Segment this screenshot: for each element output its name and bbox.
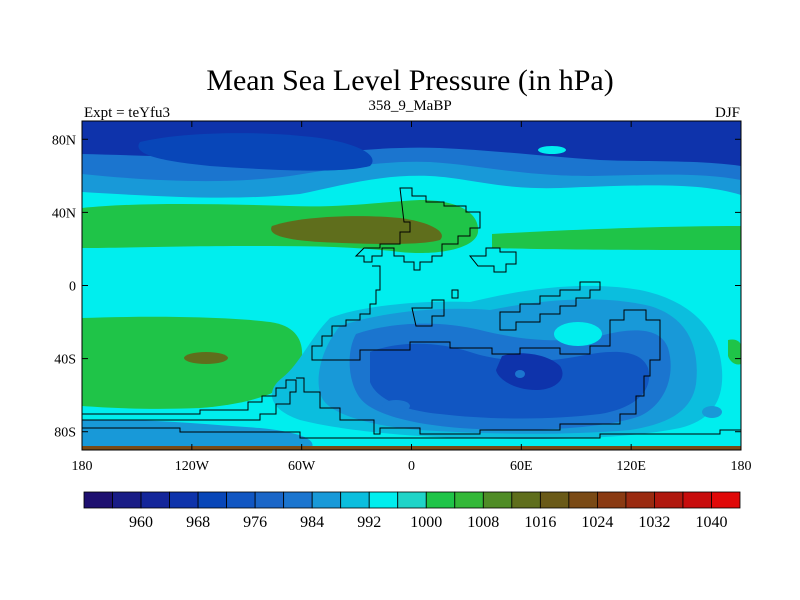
colorbar-swatch xyxy=(539,491,570,509)
colorbar-swatch xyxy=(169,491,199,509)
southern-low-eye xyxy=(515,370,525,378)
colorbar-label: 960 xyxy=(129,514,153,531)
colorbar: 960 968 976 984 992 1000 1008 1016 1024 1032 1040 xyxy=(83,491,741,531)
colorbar-label: 1016 xyxy=(524,514,556,531)
colorbar-swatch xyxy=(682,491,712,509)
east-ocean-patch xyxy=(554,322,602,346)
colorbar-label: 1008 xyxy=(467,514,499,531)
south-polar-outline xyxy=(82,427,741,439)
colorbar-swatch xyxy=(654,491,684,509)
colorbar-label: 1040 xyxy=(695,514,727,531)
colorbar-swatch xyxy=(340,491,370,509)
map-plot-area: 180 120W 60W 0 60E 120E 180 80N 40N 0 40S 80S xyxy=(52,120,752,474)
colorbar-label: 992 xyxy=(357,514,381,531)
colorbar-swatch xyxy=(197,491,228,509)
y-tick-label: 40S xyxy=(54,353,76,368)
east-blue-patch xyxy=(702,406,722,418)
colorbar-swatch xyxy=(83,491,113,509)
axis-ticks: 180 120W 60W 0 60E 120E 180 80N 40N 0 40S 80S xyxy=(52,121,752,474)
x-tick-label: 60E xyxy=(510,459,533,474)
x-tick-label: 120W xyxy=(175,459,210,474)
southern-continent-outline xyxy=(296,265,661,435)
chart-title: Mean Sea Level Pressure (in hPa) xyxy=(206,64,613,97)
season-label: DJF xyxy=(715,105,740,121)
colorbar-swatch xyxy=(311,491,342,509)
colorbar-label: 976 xyxy=(243,514,267,531)
x-tick-label: 180 xyxy=(72,459,93,474)
colorbar-label: 1000 xyxy=(410,514,442,531)
colorbar-swatch xyxy=(112,491,142,509)
pressure-field xyxy=(82,121,741,450)
x-tick-label: 0 xyxy=(408,459,415,474)
south-polar-strip xyxy=(82,419,313,450)
colorbar-swatch xyxy=(397,491,427,509)
y-tick-label: 80S xyxy=(54,426,76,441)
y-tick-label: 40N xyxy=(52,206,76,221)
northern-continent-outline xyxy=(354,187,481,271)
colorbar-swatch xyxy=(482,491,513,509)
colorbar-swatch xyxy=(226,491,256,509)
colorbar-label: 1032 xyxy=(638,514,670,531)
southern-low-deep xyxy=(496,353,563,390)
coastlines xyxy=(82,187,741,439)
colorbar-swatch xyxy=(596,491,627,509)
colorbar-label: 968 xyxy=(186,514,210,531)
colorbar-swatch xyxy=(454,491,484,509)
colorbar-swatch xyxy=(140,491,170,509)
south-pacific-high xyxy=(82,316,303,409)
colorbar-label: 984 xyxy=(300,514,324,531)
x-tick-label: 180 xyxy=(731,459,752,474)
colorbar-swatch xyxy=(625,491,655,509)
eastern-continent-outline xyxy=(468,247,517,273)
y-tick-label: 80N xyxy=(52,133,76,148)
arctic-low-core xyxy=(138,133,373,171)
colorbar-swatch xyxy=(283,491,313,509)
isthmus-outline xyxy=(411,299,445,327)
y-tick-label: 0 xyxy=(69,280,76,295)
colorbar-swatch xyxy=(425,491,456,509)
south-pacific-core xyxy=(184,352,228,364)
colorbar-swatch xyxy=(568,491,598,509)
southwest-coast-outline xyxy=(82,379,297,421)
x-tick-label: 60W xyxy=(288,459,316,474)
colorbar-swatch xyxy=(368,491,399,509)
arctic-cyan-spot xyxy=(538,146,566,154)
colorbar-swatch xyxy=(711,491,741,509)
colorbar-label: 1024 xyxy=(581,514,613,531)
period-label: 358_9_MaBP xyxy=(368,98,451,114)
north-atlantic-high xyxy=(492,226,741,250)
colorbar-swatch xyxy=(254,491,285,509)
southwest-low-patch xyxy=(382,400,410,412)
experiment-label: Expt = teYfu3 xyxy=(84,105,170,121)
colorbar-swatch xyxy=(511,491,541,509)
eastern-peninsula-outline xyxy=(499,281,601,331)
small-island-outline xyxy=(451,289,459,299)
x-tick-label: 120E xyxy=(616,459,646,474)
mid-atlantic-core xyxy=(271,216,442,244)
